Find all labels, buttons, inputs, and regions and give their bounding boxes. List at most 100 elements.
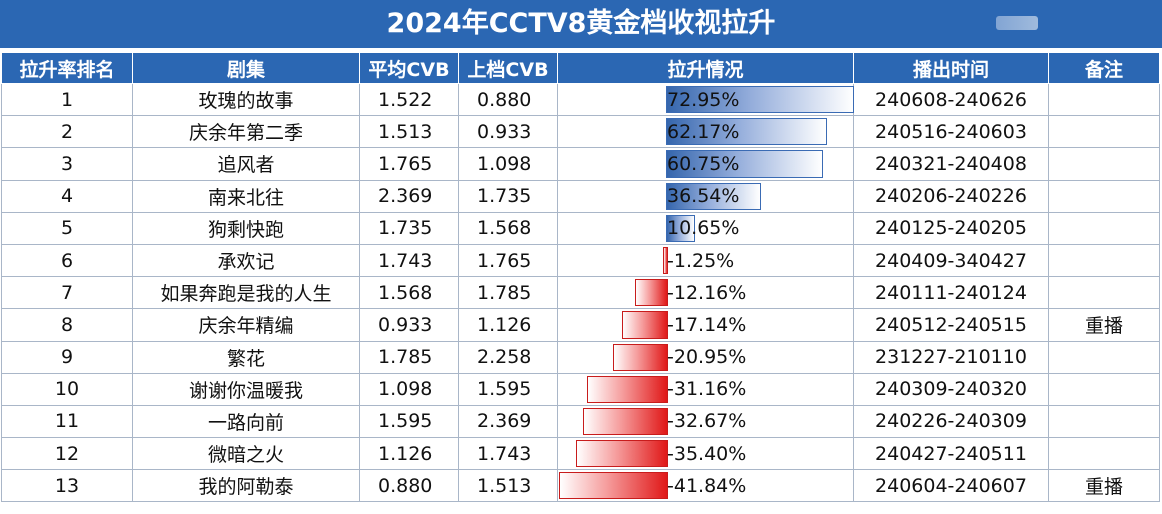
- table-row: 7 如果奔跑是我的人生 1.568 1.785 -12.16% 240111-240124: [1, 276, 1160, 310]
- change-percent-label: 36.54%: [667, 185, 740, 208]
- prev-cvb-cell: 0.933: [458, 115, 558, 149]
- prev-cvb-cell: 0.880: [458, 82, 558, 117]
- drama-name-cell: 一路向前: [132, 404, 360, 439]
- air-time-cell: 240409-340427: [853, 243, 1049, 278]
- prev-cvb-cell: 1.765: [458, 243, 558, 278]
- avg-cvb-cell: 0.880: [359, 469, 459, 503]
- prev-cvb-cell: 1.126: [458, 308, 558, 342]
- avg-cvb-cell: 1.098: [359, 372, 459, 406]
- table-row: 8 庆余年精编 0.933 1.126 -17.14% 240512-240515 重播: [1, 308, 1160, 342]
- change-bar: [559, 472, 668, 500]
- table-row: 13 我的阿勒泰 0.880 1.513 -41.84% 240604-240607 重播: [1, 469, 1160, 503]
- note-cell: [1048, 82, 1160, 117]
- rank-cell: 7: [1, 276, 133, 310]
- avg-cvb-cell: 2.369: [359, 179, 459, 213]
- drama-name-cell: 追风者: [132, 147, 360, 181]
- change-bar: [666, 150, 823, 178]
- change-cell: -17.14%: [557, 308, 854, 342]
- prev-cvb-cell: 1.743: [458, 437, 558, 471]
- rank-cell: 11: [1, 404, 133, 439]
- air-time-cell: 240516-240603: [853, 115, 1049, 149]
- prev-cvb-cell: 1.735: [458, 179, 558, 213]
- prev-cvb-cell: 2.258: [458, 340, 558, 374]
- avg-cvb-cell: 1.765: [359, 147, 459, 181]
- note-cell: [1048, 147, 1160, 181]
- change-bar: [666, 86, 854, 114]
- change-cell: 62.17%: [557, 115, 854, 149]
- ratings-table: 拉升率排名 剧集 平均CVB 上档CVB 拉升情况 播出时间 备注 1 玫瑰的故事…: [1, 52, 1160, 503]
- change-percent-label: -31.16%: [667, 378, 747, 401]
- change-cell: -32.67%: [557, 404, 854, 439]
- change-percent-label: -35.40%: [667, 442, 747, 465]
- avg-cvb-cell: 1.568: [359, 276, 459, 310]
- avg-cvb-cell: 1.513: [359, 115, 459, 149]
- air-time-cell: 240309-240320: [853, 372, 1049, 406]
- note-cell: [1048, 179, 1160, 213]
- note-cell: [1048, 404, 1160, 439]
- change-percent-label: -32.67%: [667, 410, 747, 433]
- rank-cell: 10: [1, 372, 133, 406]
- prev-cvb-cell: 1.785: [458, 276, 558, 310]
- note-cell: [1048, 115, 1160, 149]
- rank-cell: 12: [1, 437, 133, 471]
- change-percent-label: -41.84%: [667, 474, 747, 497]
- drama-name-cell: 庆余年精编: [132, 308, 360, 342]
- drama-name-cell: 谢谢你温暖我: [132, 372, 360, 406]
- drama-name-cell: 南来北往: [132, 179, 360, 213]
- air-time-cell: 240125-240205: [853, 211, 1049, 245]
- prev-cvb-cell: 1.568: [458, 211, 558, 245]
- change-percent-label: -17.14%: [667, 313, 747, 336]
- prev-cvb-cell: 1.513: [458, 469, 558, 503]
- table-row: 1 玫瑰的故事 1.522 0.880 72.95% 240608-240626: [1, 82, 1160, 117]
- header-air-time: 播出时间: [853, 52, 1049, 84]
- change-percent-label: 10.65%: [667, 217, 740, 240]
- change-cell: -12.16%: [557, 276, 854, 310]
- change-bar: [634, 279, 668, 307]
- rank-cell: 1: [1, 82, 133, 117]
- avg-cvb-cell: 1.743: [359, 243, 459, 278]
- note-cell: [1048, 243, 1160, 278]
- note-cell: 重播: [1048, 469, 1160, 503]
- avg-cvb-cell: 1.735: [359, 211, 459, 245]
- change-percent-label: 62.17%: [667, 120, 740, 143]
- table-row: 3 追风者 1.765 1.098 60.75% 240321-240408: [1, 147, 1160, 181]
- avg-cvb-cell: 1.522: [359, 82, 459, 117]
- rank-cell: 6: [1, 243, 133, 278]
- change-bar: [586, 375, 668, 403]
- note-cell: [1048, 276, 1160, 310]
- air-time-cell: 240427-240511: [853, 437, 1049, 471]
- change-cell: -1.25%: [557, 243, 854, 278]
- air-time-cell: 240321-240408: [853, 147, 1049, 181]
- rank-cell: 9: [1, 340, 133, 374]
- table-row: 12 微暗之火 1.126 1.743 -35.40% 240427-240511: [1, 437, 1160, 471]
- air-time-cell: 240226-240309: [853, 404, 1049, 439]
- change-cell: -35.40%: [557, 437, 854, 471]
- note-cell: [1048, 340, 1160, 374]
- rank-cell: 2: [1, 115, 133, 149]
- change-cell: 36.54%: [557, 179, 854, 213]
- prev-cvb-cell: 1.098: [458, 147, 558, 181]
- page-title: 2024年CCTV8黄金档收视拉升: [0, 0, 1162, 51]
- watermark-icon: [996, 16, 1038, 30]
- change-bar: [622, 311, 668, 339]
- rank-cell: 13: [1, 469, 133, 503]
- table-header-row: 拉升率排名 剧集 平均CVB 上档CVB 拉升情况 播出时间 备注: [1, 52, 1160, 84]
- drama-name-cell: 如果奔跑是我的人生: [132, 276, 360, 310]
- header-drama: 剧集: [132, 52, 360, 84]
- table-row: 4 南来北往 2.369 1.735 36.54% 240206-240226: [1, 179, 1160, 213]
- change-bar: [666, 214, 696, 242]
- air-time-cell: 231227-210110: [853, 340, 1049, 374]
- rank-cell: 5: [1, 211, 133, 245]
- note-cell: [1048, 372, 1160, 406]
- change-percent-label: -1.25%: [667, 249, 735, 272]
- avg-cvb-cell: 0.933: [359, 308, 459, 342]
- rank-cell: 4: [1, 179, 133, 213]
- note-cell: 重播: [1048, 308, 1160, 342]
- change-cell: 72.95%: [557, 82, 854, 117]
- change-bar: [582, 407, 668, 436]
- header-rank: 拉升率排名: [1, 52, 133, 84]
- drama-name-cell: 繁花: [132, 340, 360, 374]
- change-bar: [666, 182, 762, 210]
- note-cell: [1048, 437, 1160, 471]
